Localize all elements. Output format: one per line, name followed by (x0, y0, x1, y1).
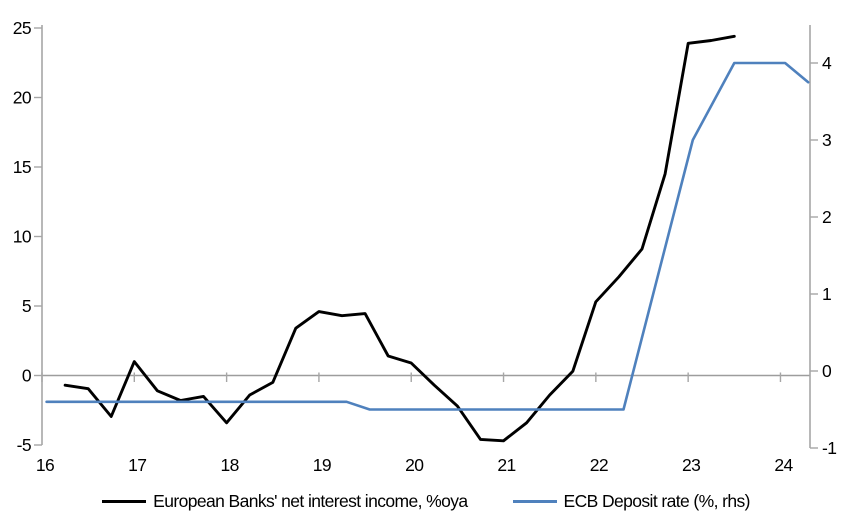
right-axis-tick-label: 0 (822, 361, 832, 381)
legend-item-net-interest-income: European Banks' net interest income, %oy… (102, 491, 468, 512)
right-axis-tick-label: 4 (822, 53, 832, 73)
right-axis-tick-label: -1 (822, 438, 836, 458)
x-axis-tick-label: 22 (590, 455, 608, 475)
left-axis-tick-label: 10 (13, 227, 32, 247)
left-axis-tick-label: 5 (22, 296, 31, 316)
x-axis-tick-label: 18 (220, 455, 238, 475)
x-axis-tick-label: 21 (497, 455, 515, 475)
right-axis-tick-label: 1 (822, 284, 831, 304)
left-axis-tick-label: 20 (13, 88, 32, 108)
right-axis-tick-label: 3 (822, 130, 831, 150)
x-axis-tick-label: 20 (405, 455, 424, 475)
right-axis-tick-label: 2 (822, 207, 831, 227)
legend-item-ecb-deposit-rate: ECB Deposit rate (%, rhs) (512, 491, 751, 512)
series-line-european-banks-nii (63, 34, 736, 443)
x-axis-tick-label: 24 (774, 455, 793, 475)
legend-line-sample-blue (512, 500, 557, 503)
left-axis-tick-label: 0 (22, 366, 32, 386)
legend-label-ecb-deposit-rate: ECB Deposit rate (%, rhs) (563, 491, 751, 511)
left-axis-tick-label: 15 (13, 157, 31, 177)
x-axis-tick-label: 23 (682, 455, 700, 475)
legend: European Banks' net interest income, %oy… (0, 491, 852, 512)
left-axis-tick-label: 25 (13, 18, 31, 38)
series-line-ecb-deposit-rate (45, 61, 810, 411)
left-axis-tick-label: -5 (17, 435, 31, 455)
x-axis-tick-label: 16 (36, 455, 54, 475)
legend-label-net-interest-income: European Banks' net interest income, %oy… (153, 491, 468, 511)
x-axis-tick-label: 17 (128, 455, 146, 475)
x-axis-tick-label: 19 (313, 455, 331, 475)
legend-line-sample-black (102, 500, 147, 503)
